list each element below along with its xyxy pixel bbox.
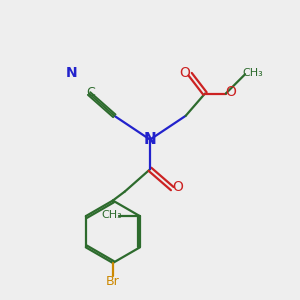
Text: O: O [226, 85, 237, 99]
Text: O: O [179, 66, 190, 80]
Text: C: C [86, 85, 95, 98]
Text: N: N [144, 132, 156, 147]
Text: CH₃: CH₃ [242, 68, 263, 78]
Text: N: N [65, 66, 77, 80]
Text: O: O [172, 180, 183, 194]
Text: Br: Br [106, 275, 120, 288]
Text: CH₃: CH₃ [101, 210, 122, 220]
